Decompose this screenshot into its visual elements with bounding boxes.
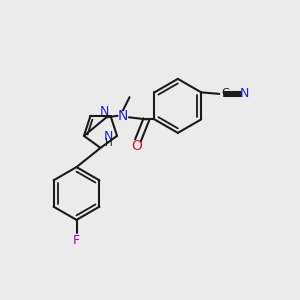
Text: C: C [222, 88, 230, 98]
Text: N: N [118, 109, 128, 123]
Text: N: N [100, 105, 110, 119]
Text: F: F [73, 234, 80, 247]
Text: H: H [105, 138, 112, 148]
Text: N: N [240, 87, 249, 101]
Text: N: N [104, 130, 113, 143]
Text: O: O [131, 139, 142, 153]
